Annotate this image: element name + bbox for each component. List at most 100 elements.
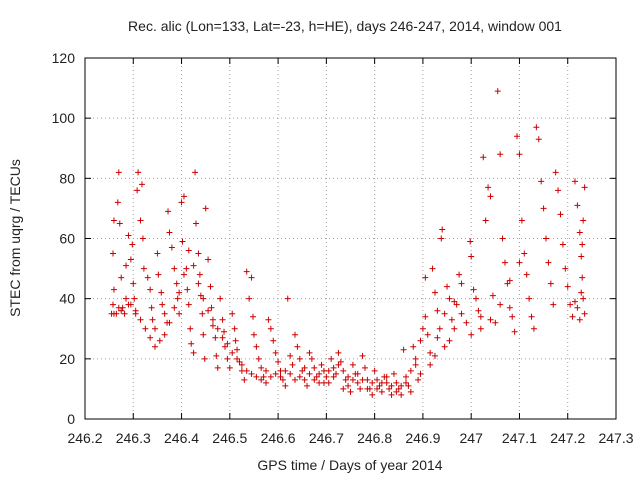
- data-point: [158, 289, 165, 296]
- data-point: [477, 325, 484, 332]
- data-point: [468, 253, 475, 260]
- data-point: [441, 310, 448, 317]
- data-point: [277, 373, 284, 380]
- data-point: [151, 343, 158, 350]
- data-point: [434, 307, 441, 314]
- data-point: [438, 235, 445, 242]
- data-point: [511, 328, 518, 335]
- data-point: [444, 283, 451, 290]
- data-point: [477, 313, 484, 320]
- data-point: [388, 391, 395, 398]
- x-tick-label: 247.3: [598, 430, 633, 446]
- data-point: [439, 226, 446, 233]
- data-point: [364, 385, 371, 392]
- data-point: [129, 241, 136, 248]
- data-point: [219, 316, 226, 323]
- data-point: [403, 379, 410, 386]
- data-point: [451, 325, 458, 332]
- data-point: [304, 382, 311, 389]
- data-point: [263, 367, 270, 374]
- data-point: [236, 358, 243, 365]
- data-point: [480, 154, 487, 161]
- data-point: [403, 373, 410, 380]
- data-point: [523, 271, 530, 278]
- data-point: [431, 289, 438, 296]
- data-point: [135, 169, 142, 176]
- data-point: [229, 349, 236, 356]
- data-point: [467, 238, 474, 245]
- x-tick-label: 246.3: [116, 430, 151, 446]
- data-point: [400, 346, 407, 353]
- data-point: [127, 256, 134, 263]
- data-point: [347, 388, 354, 395]
- data-point: [301, 364, 308, 371]
- data-point: [386, 385, 393, 392]
- data-point: [313, 373, 320, 380]
- data-point: [506, 304, 513, 311]
- data-point: [137, 316, 144, 323]
- data-point: [299, 367, 306, 374]
- data-point: [110, 310, 117, 317]
- x-tick-label: 246.4: [164, 430, 199, 446]
- data-point: [248, 370, 255, 377]
- data-point: [123, 295, 130, 302]
- x-tick-label: 246.7: [309, 430, 344, 446]
- data-point: [407, 367, 414, 374]
- data-point: [199, 310, 206, 317]
- data-point: [530, 325, 537, 332]
- data-point: [470, 286, 477, 293]
- data-point: [559, 241, 566, 248]
- data-point: [506, 277, 513, 284]
- data-point: [337, 358, 344, 365]
- data-point: [415, 376, 422, 383]
- data-point: [516, 259, 523, 266]
- data-point: [195, 250, 202, 257]
- data-point: [354, 379, 361, 386]
- data-point: [357, 385, 364, 392]
- data-point: [407, 388, 414, 395]
- data-point: [579, 241, 586, 248]
- data-point: [279, 376, 286, 383]
- data-point: [243, 367, 250, 374]
- data-point: [547, 280, 554, 287]
- data-point: [173, 280, 180, 287]
- data-point: [323, 373, 330, 380]
- data-point: [154, 250, 161, 257]
- data-point: [514, 133, 521, 140]
- data-point: [427, 349, 434, 356]
- data-point: [115, 304, 122, 311]
- data-point: [340, 385, 347, 392]
- data-point: [131, 295, 138, 302]
- data-point: [149, 316, 156, 323]
- data-point: [139, 235, 146, 242]
- data-point: [475, 307, 482, 314]
- data-point: [275, 358, 282, 365]
- data-point: [197, 292, 204, 299]
- data-point: [458, 280, 465, 287]
- data-point: [540, 205, 547, 212]
- data-point: [576, 316, 583, 323]
- data-point: [564, 283, 571, 290]
- data-point: [291, 376, 298, 383]
- data-point: [125, 301, 132, 308]
- data-point: [497, 301, 504, 308]
- x-tick-label: 246.9: [405, 430, 440, 446]
- data-point: [578, 289, 585, 296]
- data-point: [422, 274, 429, 281]
- data-point: [241, 376, 248, 383]
- data-point: [431, 352, 438, 359]
- data-point: [320, 379, 327, 386]
- data-point: [528, 313, 535, 320]
- data-point: [349, 361, 356, 368]
- data-point: [499, 235, 506, 242]
- data-point: [148, 304, 155, 311]
- data-point: [263, 379, 270, 386]
- data-point: [142, 325, 149, 332]
- data-point: [451, 298, 458, 305]
- data-point: [287, 352, 294, 359]
- y-axis-label: STEC from uqrg / TECUs: [7, 159, 23, 317]
- data-point: [213, 352, 220, 359]
- y-tick-labels: 0 20 40 60 80 100 120: [52, 50, 76, 427]
- data-point: [190, 262, 197, 269]
- data-point: [296, 355, 303, 362]
